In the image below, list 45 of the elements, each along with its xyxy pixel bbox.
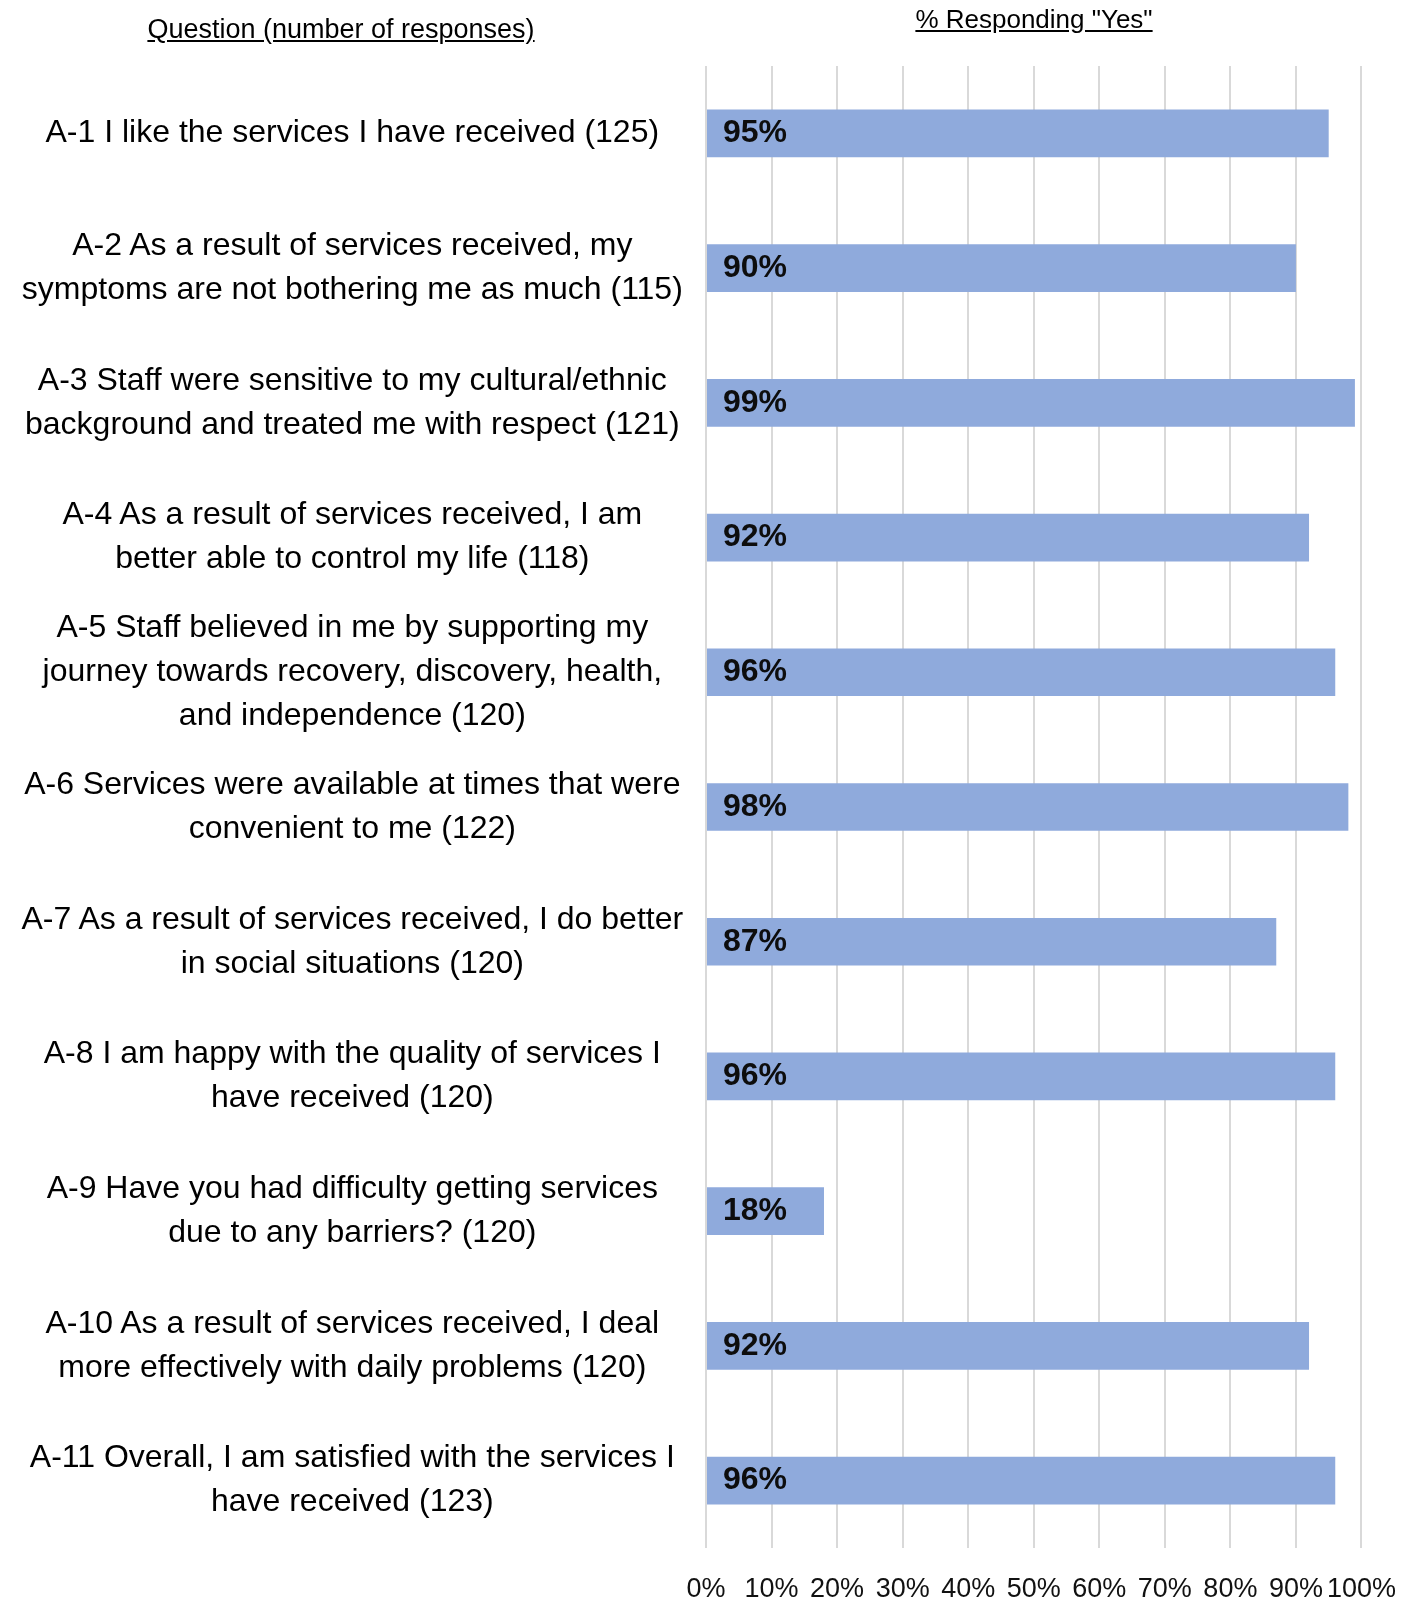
bar bbox=[707, 109, 1329, 158]
data-label: 18% bbox=[723, 1191, 788, 1228]
data-label: 96% bbox=[723, 1056, 788, 1093]
data-label: 99% bbox=[723, 382, 788, 419]
bar bbox=[707, 244, 1296, 292]
bar bbox=[707, 648, 1336, 697]
x-tick-label: 40% bbox=[941, 1572, 996, 1602]
y-tick-label: A-5 Staff believed in me by supporting my journey towards recovery, discovery, health, and independence (120) bbox=[41, 608, 663, 733]
y-tick-label: A-11 Overall, I am satisfied with the services I have received (123) bbox=[29, 1438, 675, 1519]
x-tick-label: 50% bbox=[1006, 1572, 1061, 1602]
x-tick-label: 70% bbox=[1137, 1572, 1192, 1602]
bar bbox=[707, 1456, 1336, 1505]
data-label: 98% bbox=[723, 786, 788, 823]
x-tick-label: 100% bbox=[1326, 1572, 1396, 1602]
x-tick-label: 30% bbox=[875, 1572, 930, 1602]
y-tick-label: A-4 As a result of services received, I am better able to control my life (118) bbox=[62, 495, 643, 576]
x-tick-label: 20% bbox=[810, 1572, 865, 1602]
x-tick-label: 80% bbox=[1203, 1572, 1258, 1602]
data-label: 92% bbox=[723, 1325, 788, 1362]
y-tick-label: A-7 As a result of services received, I do better in social situations (120) bbox=[21, 899, 684, 980]
x-tick-label: 60% bbox=[1072, 1572, 1127, 1602]
x-axis-title: % Responding "Yes" bbox=[915, 4, 1153, 36]
y-axis-title: Question (number of responses) bbox=[147, 13, 535, 46]
bar bbox=[707, 378, 1355, 427]
data-label: 96% bbox=[723, 1460, 788, 1497]
x-tick-label: 0% bbox=[686, 1572, 726, 1602]
bar bbox=[707, 1322, 1310, 1370]
bar bbox=[707, 513, 1310, 562]
x-tick-label: 10% bbox=[744, 1572, 799, 1602]
y-tick-label: A-1 I like the services I have received (125) bbox=[45, 113, 660, 150]
bar bbox=[707, 917, 1277, 966]
data-label: 90% bbox=[723, 247, 788, 284]
data-label: 92% bbox=[723, 517, 788, 554]
data-label: 87% bbox=[723, 921, 788, 958]
y-tick-label: A-10 As a result of services received, I deal more effectively with daily problems (120) bbox=[45, 1303, 660, 1384]
data-label: 96% bbox=[723, 652, 788, 689]
y-tick-label: A-9 Have you had difficulty getting services due to any barriers? (120) bbox=[46, 1169, 658, 1250]
bar bbox=[707, 783, 1349, 831]
y-tick-label: A-6 Services were available at times that were convenient to me (122) bbox=[24, 764, 681, 845]
y-tick-label: A-3 Staff were sensitive to my cultural/ethnic background and treated me with respect (121) bbox=[25, 360, 680, 441]
y-tick-label: A-2 As a result of services received, my symptoms are not bothering me as much (115) bbox=[21, 225, 683, 306]
y-tick-label: A-8 I am happy with the quality of services I have received (120) bbox=[43, 1034, 661, 1115]
x-tick-label: 90% bbox=[1268, 1572, 1323, 1602]
bar bbox=[707, 1052, 1336, 1101]
data-label: 95% bbox=[723, 113, 788, 150]
